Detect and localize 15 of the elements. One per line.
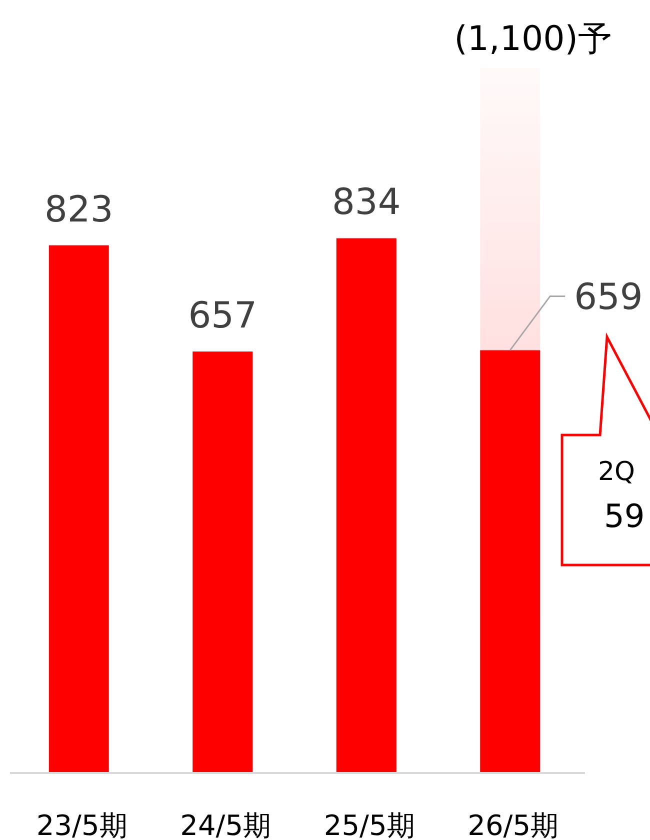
bar (336, 238, 396, 772)
text: 59 (604, 497, 645, 535)
data-label: 834 (332, 182, 401, 224)
data-label: 823 (44, 189, 114, 230)
x-tick-label: 24/5期 (180, 809, 272, 840)
x-tick-label: 26/5期 (468, 809, 559, 840)
text: 2Q (598, 457, 636, 487)
data-label: (1,100)予 (454, 19, 612, 59)
data-label: 659 (574, 277, 643, 318)
bar (192, 352, 253, 772)
x-tick-label: 23/5期 (36, 809, 128, 840)
bar (480, 350, 540, 772)
bar (48, 245, 109, 772)
data-label: 657 (188, 296, 257, 337)
x-tick-label: 25/5期 (324, 809, 415, 840)
